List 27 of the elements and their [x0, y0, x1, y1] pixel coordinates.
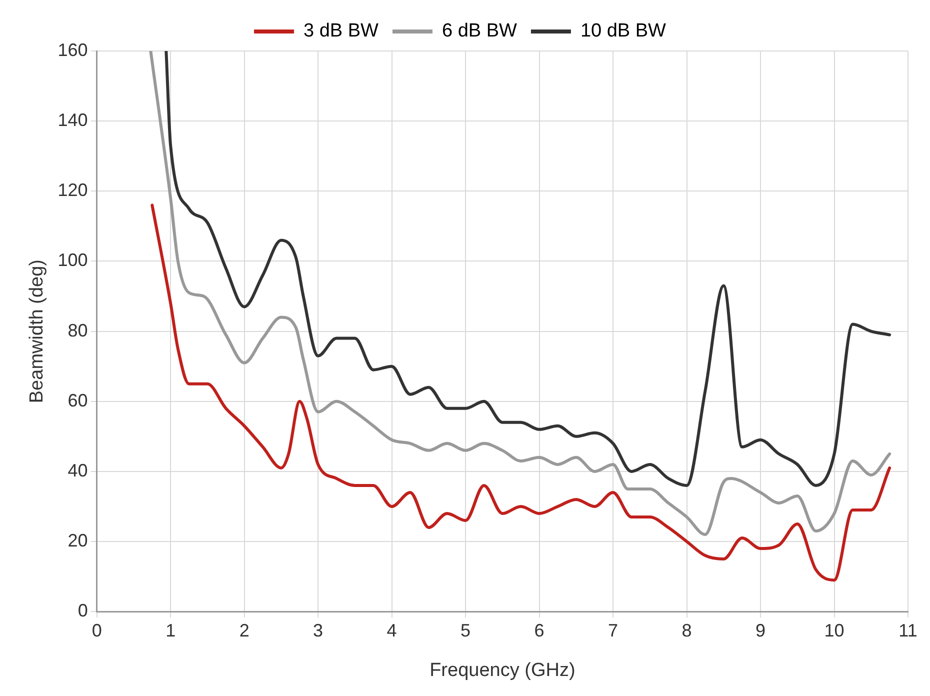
line-series: [150, 204, 892, 582]
x-tick-label: 11: [898, 620, 918, 640]
y-tick-label: 160: [58, 40, 88, 60]
x-tick-label: 1: [166, 620, 176, 640]
x-axis-title: Frequency (GHz): [430, 660, 576, 681]
x-tick-label: 9: [756, 620, 766, 640]
x-tick-label: 5: [460, 620, 471, 640]
x-tick-label: 8: [682, 620, 692, 640]
x-tick-label: 3: [313, 620, 324, 640]
y-tick-label: 0: [78, 600, 88, 621]
y-tick-label: 20: [68, 530, 88, 550]
y-tick-label: 120: [58, 180, 88, 200]
x-tick-label: 2: [239, 620, 250, 640]
legend-label: 6 dB BW: [442, 20, 518, 42]
x-tick-label: 10: [824, 620, 844, 640]
x-tick-label: 7: [608, 620, 618, 640]
x-tick-label: 4: [386, 620, 397, 640]
x-tick-label: 6: [534, 620, 544, 640]
legend-label: 3 dB BW: [304, 20, 379, 42]
y-tick-label: 60: [68, 390, 88, 410]
x-tick-label: 0: [92, 620, 102, 640]
legend-label: 10 dB BW: [580, 20, 666, 42]
y-tick-label: 80: [68, 320, 88, 340]
y-axis-title: Beamwidth (deg): [26, 259, 48, 404]
y-tick-label: 40: [68, 460, 88, 480]
y-tick-label: 140: [58, 110, 88, 130]
y-tick-label: 100: [58, 250, 88, 270]
